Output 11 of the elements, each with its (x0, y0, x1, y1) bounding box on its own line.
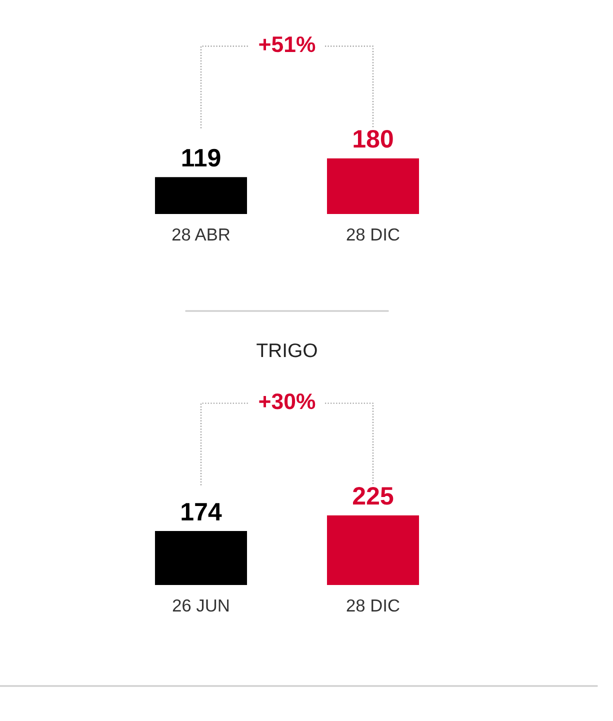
text: +51% (259, 36, 316, 52)
data-label: 174 (182, 503, 222, 520)
text: +30% (259, 393, 316, 410)
chart-title: TRIGO (256, 343, 317, 358)
data-label: 180 (354, 130, 393, 148)
data-label: 119 (182, 148, 220, 167)
x-tick-label: 26 JUN (172, 599, 229, 612)
x-tick-label: 28 DIC (346, 228, 400, 241)
x-tick-label: 28 DIC (346, 599, 400, 612)
x-tick-label: 28 ABR (172, 228, 230, 241)
data-label: 225 (353, 487, 394, 505)
